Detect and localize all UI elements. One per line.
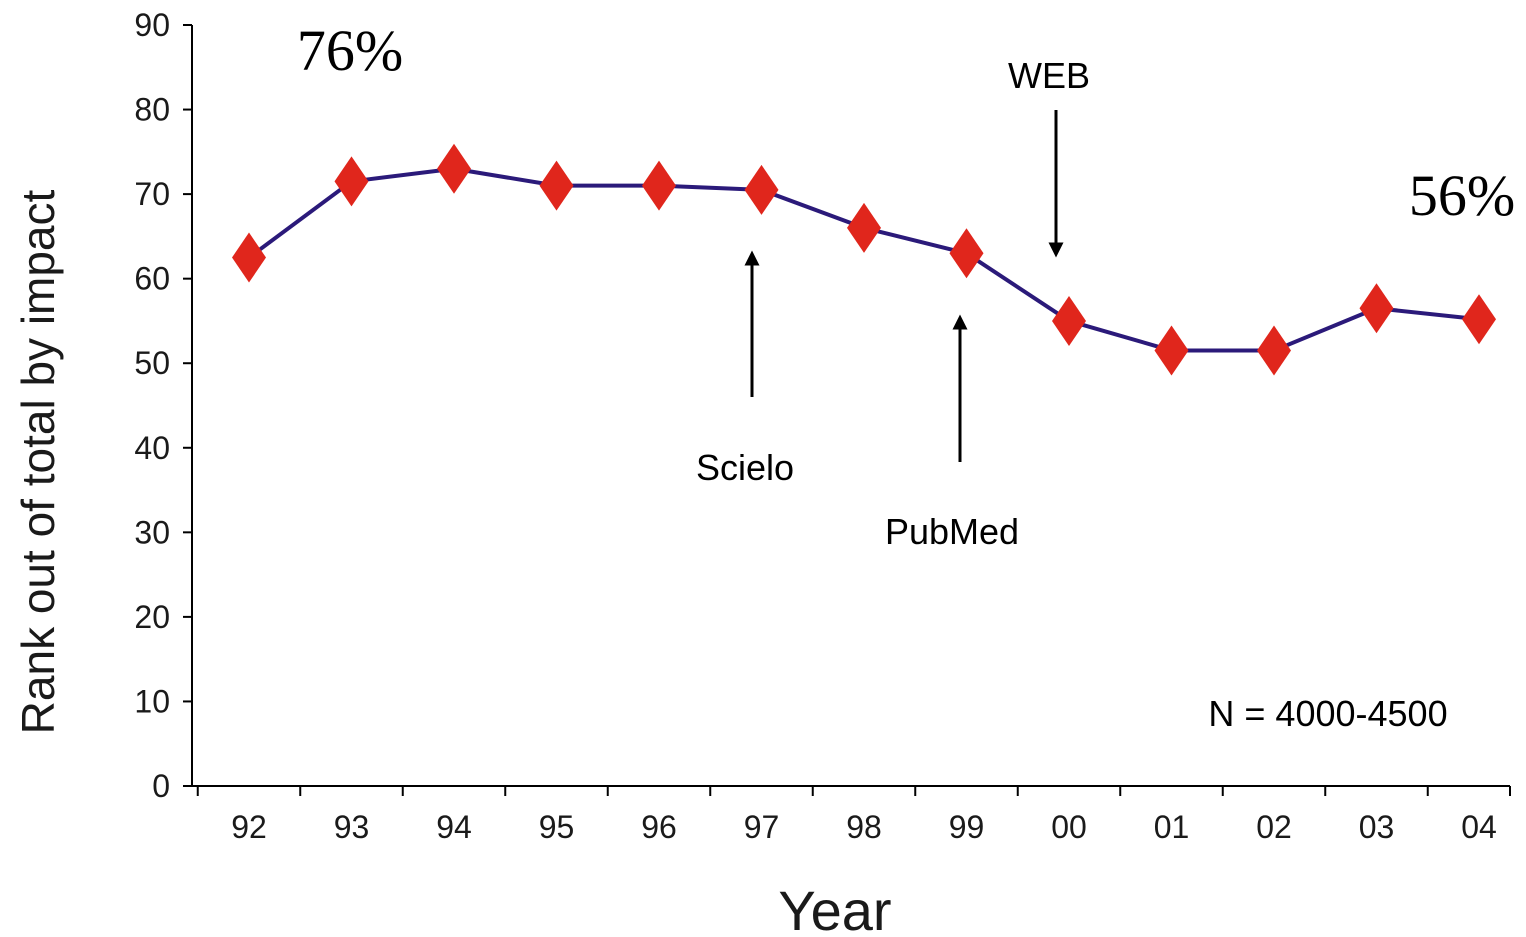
start-percent-label: 76% [297, 18, 403, 83]
y-tick-label: 60 [134, 261, 170, 297]
series-layer [232, 143, 1496, 376]
y-tick-label: 0 [152, 768, 170, 804]
x-axis-title: Year [778, 879, 891, 937]
data-point [539, 160, 574, 211]
event-label-pubmed: PubMed [885, 511, 1019, 552]
data-point [1052, 295, 1086, 346]
data-point [1462, 294, 1496, 345]
y-tick-label: 50 [134, 345, 170, 381]
x-tick-label: 92 [231, 809, 267, 845]
data-point [437, 143, 471, 194]
data-point [1257, 325, 1291, 376]
event-label-web: WEB [1008, 55, 1090, 96]
x-tick-label: 98 [846, 809, 882, 845]
data-point [334, 156, 369, 207]
y-tick-label: 20 [134, 599, 170, 635]
y-tick-label: 30 [134, 514, 170, 550]
y-axis-title: Rank out of total by impact [12, 189, 64, 734]
y-tick-label: 80 [134, 92, 170, 128]
y-axis: 0 10 20 30 40 50 60 70 80 90 [134, 7, 193, 804]
data-point [949, 228, 984, 279]
y-tick-label: 10 [134, 683, 170, 719]
series-line [247, 166, 1480, 353]
x-tick-label: 03 [1359, 809, 1395, 845]
y-tick-label: 90 [134, 7, 170, 43]
data-point [232, 232, 266, 283]
data-point [642, 160, 676, 211]
data-point [1154, 325, 1189, 376]
y-tick-label: 70 [134, 176, 170, 212]
x-tick-label: 96 [641, 809, 677, 845]
x-tick-label: 93 [334, 809, 370, 845]
x-tick-label: 95 [539, 809, 575, 845]
x-tick-label: 97 [744, 809, 780, 845]
data-point [744, 164, 779, 215]
x-tick-label: 01 [1154, 809, 1190, 845]
x-tick-label: 99 [949, 809, 985, 845]
x-tick-label: 94 [436, 809, 472, 845]
x-tick-label: 02 [1256, 809, 1292, 845]
y-tick-label: 40 [134, 430, 170, 466]
x-axis: 92 93 94 95 96 97 98 99 00 01 02 03 04 [192, 785, 1511, 845]
sample-size-label: N = 4000-4500 [1208, 693, 1447, 734]
data-point [1359, 283, 1394, 334]
data-point [847, 202, 881, 253]
event-label-scielo: Scielo [696, 447, 794, 488]
x-tick-label: 04 [1461, 809, 1497, 845]
end-percent-label: 56% [1409, 163, 1515, 228]
annotation-layer: Scielo PubMed WEB [696, 55, 1090, 552]
x-tick-label: 00 [1051, 809, 1087, 845]
